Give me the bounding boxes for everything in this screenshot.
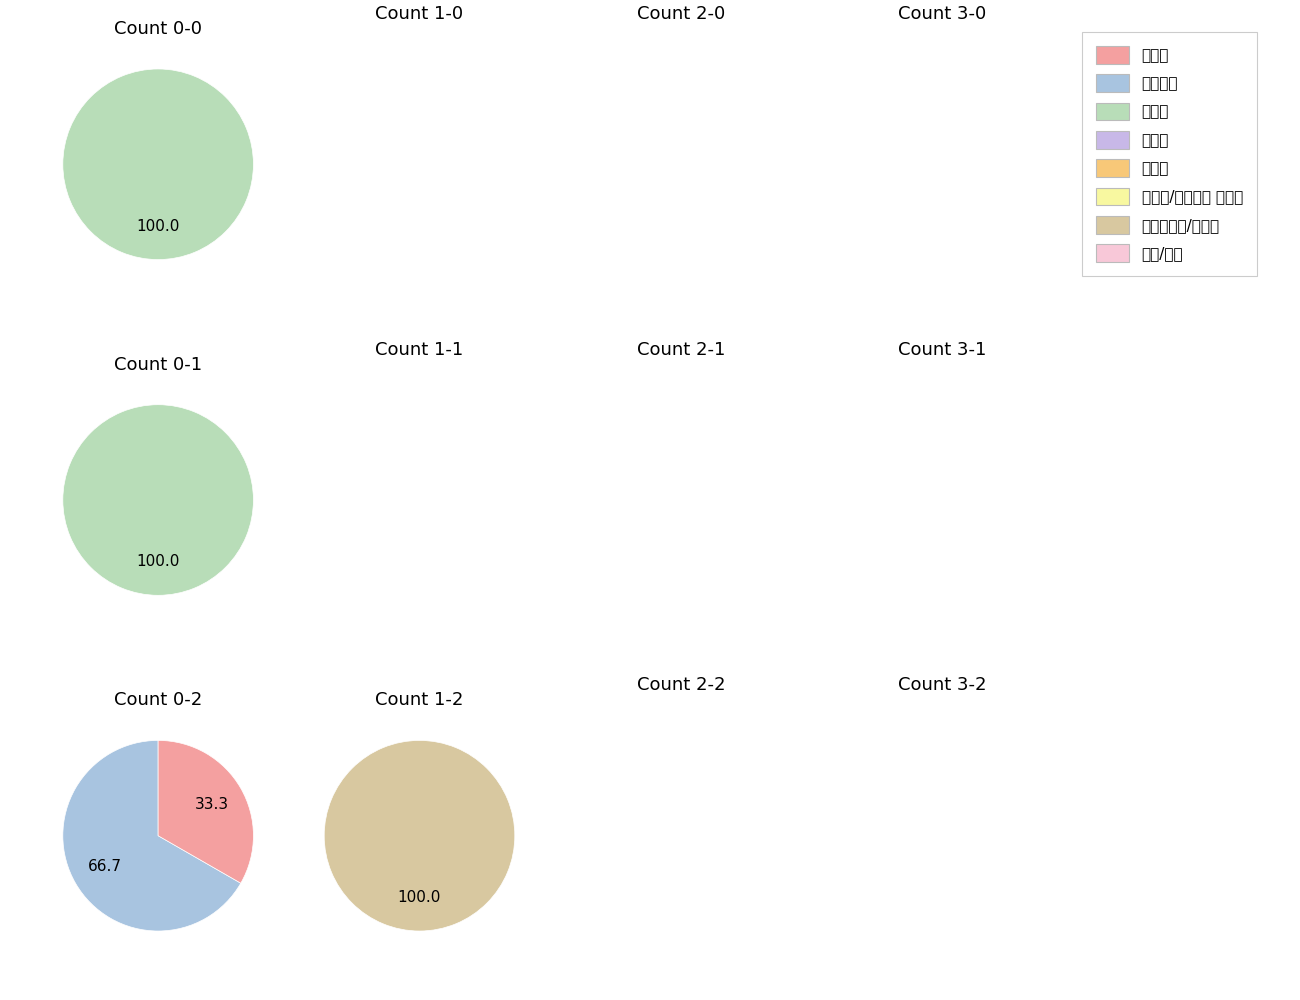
Text: 100.0: 100.0 [136, 554, 179, 569]
Title: Count 2-1: Count 2-1 [637, 341, 725, 359]
Title: Count 0-2: Count 0-2 [114, 691, 203, 709]
Title: Count 1-1: Count 1-1 [376, 341, 464, 359]
Title: Count 0-0: Count 0-0 [114, 20, 202, 38]
Title: Count 3-1: Count 3-1 [898, 341, 987, 359]
Title: Count 2-0: Count 2-0 [637, 5, 725, 23]
Title: Count 3-2: Count 3-2 [898, 676, 987, 694]
Text: 100.0: 100.0 [136, 219, 179, 234]
Title: Count 0-1: Count 0-1 [114, 356, 203, 374]
Wedge shape [62, 405, 254, 595]
Title: Count 1-2: Count 1-2 [376, 691, 464, 709]
Wedge shape [62, 740, 241, 931]
Wedge shape [62, 69, 254, 260]
Title: Count 2-2: Count 2-2 [637, 676, 725, 694]
Legend: ボール, ファウル, 見逃し, 空掇り, ヒット, フライ/ライナー アウト, ゴロアウト/エラー, 牲飛/牲打: ボール, ファウル, 見逃し, 空掇り, ヒット, フライ/ライナー アウト, … [1082, 32, 1257, 276]
Title: Count 3-0: Count 3-0 [898, 5, 987, 23]
Text: 100.0: 100.0 [398, 890, 441, 905]
Wedge shape [159, 740, 254, 883]
Text: 66.7: 66.7 [87, 859, 121, 874]
Wedge shape [324, 740, 515, 931]
Text: 33.3: 33.3 [195, 797, 229, 812]
Title: Count 1-0: Count 1-0 [376, 5, 464, 23]
